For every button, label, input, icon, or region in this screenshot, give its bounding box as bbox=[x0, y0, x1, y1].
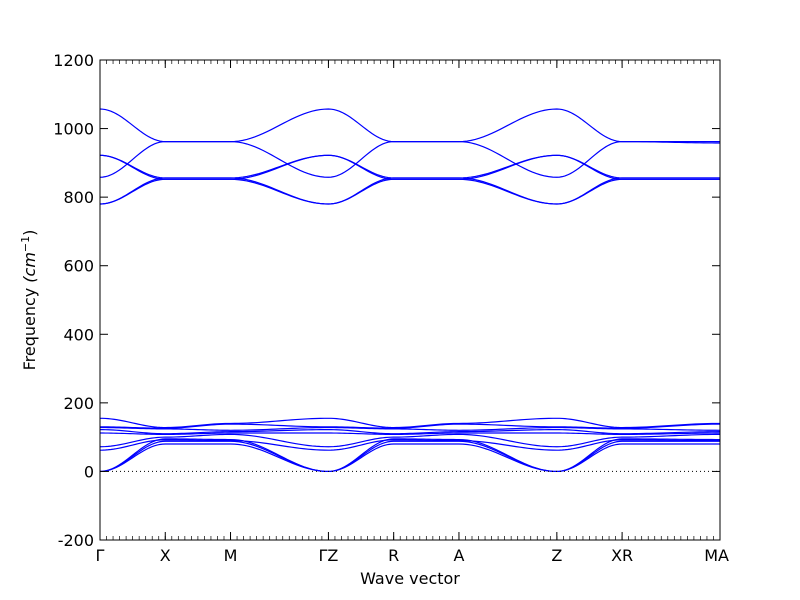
plot-area bbox=[100, 60, 720, 540]
x-axis-title: Wave vector bbox=[360, 569, 460, 588]
y-axis-title-unit-close: ) bbox=[20, 230, 39, 236]
band-line-14 bbox=[99, 154, 720, 179]
band-line-1 bbox=[99, 443, 720, 473]
x-tick-label: XR bbox=[611, 546, 633, 565]
y-axis-ticks: -200 0 200 400 600 800 1000 1200 bbox=[53, 51, 720, 550]
band-line-3 bbox=[99, 438, 720, 473]
y-axis-title-unit-open: (cm bbox=[20, 252, 39, 283]
y-axis-title-text: Frequency bbox=[20, 288, 39, 371]
band-lines bbox=[99, 108, 721, 473]
y-axis-title: Frequency (cm−1) bbox=[19, 230, 39, 371]
x-tick-label: Z bbox=[551, 546, 562, 565]
band-line-8 bbox=[99, 426, 721, 431]
y-tick-label: 1000 bbox=[53, 120, 94, 139]
band-line-5 bbox=[99, 433, 721, 448]
plot-frame bbox=[99, 59, 721, 541]
x-tick-label: R bbox=[388, 546, 399, 565]
band-line-4 bbox=[99, 439, 720, 451]
band-line-6 bbox=[100, 432, 720, 436]
y-tick-label: 0 bbox=[84, 462, 94, 481]
band-line-13 bbox=[99, 154, 720, 180]
y-tick-label: 200 bbox=[63, 394, 94, 413]
y-axis-title-unit-exp: −1 bbox=[19, 236, 32, 252]
band-line-7 bbox=[99, 428, 721, 435]
y-tick-label: 800 bbox=[63, 188, 94, 207]
band-line-9 bbox=[100, 423, 721, 429]
x-tick-label: X bbox=[160, 546, 171, 565]
y-tick-label: 600 bbox=[63, 257, 94, 276]
y-tick-label: -200 bbox=[58, 531, 94, 550]
band-line-10 bbox=[99, 417, 721, 429]
x-tick-label: Γ bbox=[96, 546, 105, 565]
x-axis-ticks: Γ X M ΓZ R A Z XR MA bbox=[96, 60, 729, 565]
band-line-16 bbox=[99, 108, 720, 144]
x-tick-label: MA bbox=[704, 546, 729, 565]
y-tick-label: 400 bbox=[63, 325, 94, 344]
x-tick-label: ΓZ bbox=[318, 546, 338, 565]
band-line-2 bbox=[99, 440, 720, 473]
x-tick-label: M bbox=[224, 546, 238, 565]
y-tick-label: 1200 bbox=[53, 51, 94, 70]
x-tick-label: A bbox=[453, 546, 464, 565]
